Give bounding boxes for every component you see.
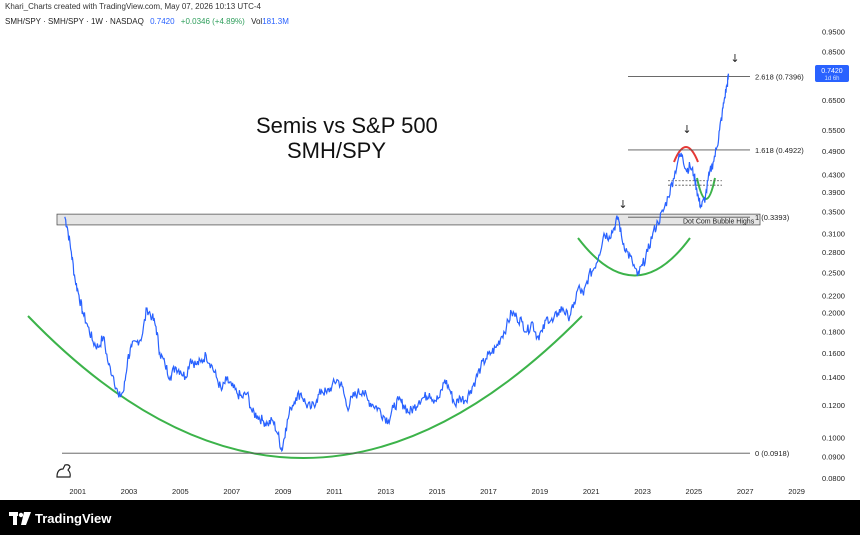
x-tick-label: 2013 [377,487,394,496]
y-tick-label: 0.0800 [822,474,845,483]
x-tick-label: 2011 [326,487,342,496]
x-tick-label: 2007 [223,487,240,496]
y-tick-label: 0.2500 [822,268,845,277]
x-tick-label: 2005 [172,487,189,496]
annotation-arrow: ↓ [730,52,739,65]
x-tick-label: 2029 [788,487,805,496]
chart-title: Semis vs S&P 500 [256,113,438,138]
x-tick-label: 2021 [583,487,600,496]
y-tick-label: 0.1800 [822,328,845,337]
x-tick-label: 2001 [69,487,86,496]
top-arc-red[interactable] [673,146,699,163]
y-tick-label: 0.1200 [822,401,845,410]
x-tick-label: 2009 [275,487,292,496]
last-price-label: 0.7420 [821,68,843,75]
base-arc-green[interactable] [27,315,583,459]
y-tick-label: 0.0900 [822,453,845,462]
symbol-price: 0.7420 [150,17,175,26]
x-tick-label: 2025 [686,487,703,496]
fib-level-label: 0 (0.0918) [755,449,790,458]
symbol-bar[interactable]: SMH/SPY · SMH/SPY · 1W · NASDAQ 0.7420 +… [5,17,289,26]
y-tick-label: 0.3100 [822,229,845,238]
y-tick-label: 0.2800 [822,248,845,257]
y-tick-label: 0.2200 [822,291,845,300]
y-tick-label: 0.3900 [822,188,845,197]
x-tick-label: 2019 [531,487,548,496]
attribution-text: Khari_Charts created with TradingView.co… [5,2,261,11]
x-tick-label: 2023 [634,487,651,496]
y-tick-label: 0.5500 [822,126,845,135]
y-tick-label: 0.4300 [822,170,845,179]
brand-name: TradingView [35,511,112,526]
y-tick-label: 0.2000 [822,309,845,318]
dip-arc-green[interactable] [696,177,716,200]
fib-level-label: 1 (0.3393) [755,213,790,222]
x-tick-label: 2017 [480,487,497,496]
zone-label: Dot Com Bubble Highs [683,218,755,225]
y-tick-label: 0.1000 [822,434,845,443]
y-tick-label: 0.6500 [822,96,845,105]
price-chart[interactable]: Dot Com Bubble Highs 2.618 (0.7396) 1.618… [0,0,860,500]
y-tick-label: 0.1600 [822,349,845,358]
price-series-line[interactable] [64,73,730,453]
cup-arc-green[interactable] [577,237,691,277]
annotation-arrow: ↓ [618,198,627,211]
x-tick-label: 2003 [121,487,138,496]
y-tick-label: 0.4900 [822,147,845,156]
x-tick-label: 2015 [429,487,446,496]
annotation-arrow: ↓ [682,123,691,136]
chart-subtitle: SMH/SPY [287,138,386,163]
volume-value: 181.3M [262,17,289,26]
y-tick-label: 0.9500 [822,27,845,36]
tv-logo-icon [9,512,31,525]
symbol-name[interactable]: SMH/SPY · SMH/SPY · 1W · NASDAQ [5,17,144,26]
fib-level-label: 1.618 (0.4922) [755,146,804,155]
y-tick-label: 0.8500 [822,47,845,56]
last-price-tag [815,65,849,82]
tradingview-logo[interactable]: TradingView [9,511,111,526]
y-tick-label: 0.3500 [822,208,845,217]
y-tick-label: 0.1400 [822,373,845,382]
resistance-zone[interactable] [56,213,761,226]
chart-frame [0,0,860,500]
volume-label: Vol [251,17,263,26]
brand-bar: TradingView [0,500,860,535]
symbol-change: +0.0346 (+4.89%) [180,17,245,26]
tradingview-mascot-icon [56,464,71,478]
x-tick-label: 2027 [737,487,754,496]
last-price-sublabel: 1d 6h [824,76,839,82]
fib-level-label: 2.618 (0.7396) [755,72,804,81]
